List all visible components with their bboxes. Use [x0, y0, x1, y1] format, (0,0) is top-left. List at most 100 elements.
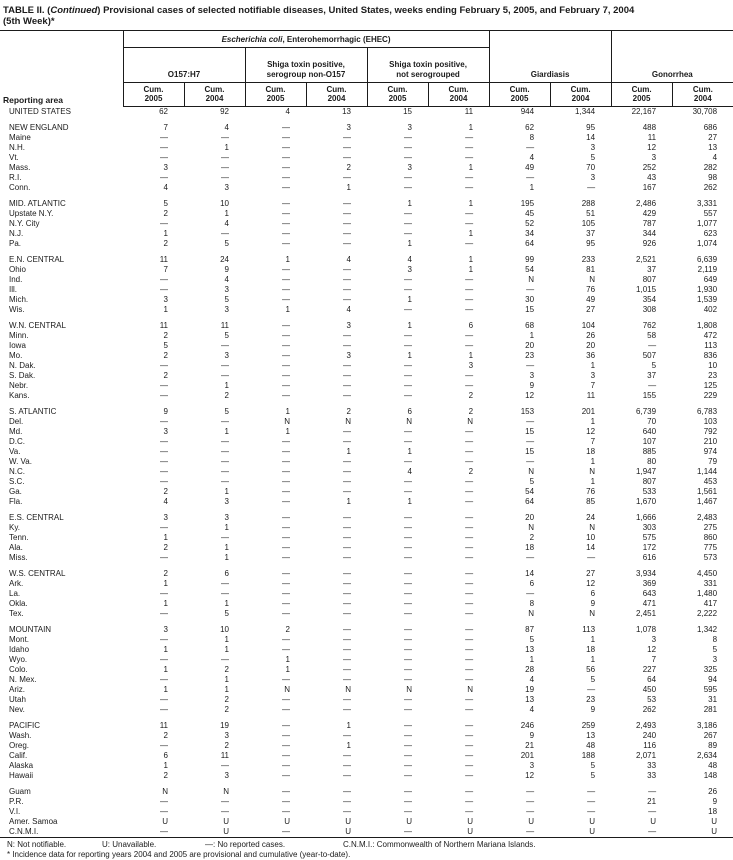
cum-header-cell: Cum. 2004	[671, 82, 733, 107]
value-cell: 113	[704, 341, 718, 350]
reporting-area-cell: MID. ATLANTIC	[9, 199, 66, 208]
value-cell: 167	[642, 183, 657, 192]
value-cell: —	[489, 827, 551, 838]
value-cell: U	[550, 827, 612, 838]
o157-group-header: O157:H7	[122, 47, 245, 83]
value-cell: —	[282, 209, 290, 218]
footnote-u: U: Unavailable.	[102, 840, 157, 849]
value-cell: 1	[346, 497, 351, 506]
value-cell: 103	[703, 417, 718, 426]
value-cell: —	[465, 599, 474, 608]
value-cell: —	[465, 761, 474, 770]
reporting-area-cell: Okla.	[9, 599, 28, 608]
value-cell: 3	[529, 371, 535, 380]
value-cell: 325	[703, 665, 718, 674]
shiga-non-o157-line1: Shiga toxin positive,	[267, 60, 345, 69]
value-cell: 20	[525, 341, 535, 350]
reporting-area-cell: Ark.	[9, 579, 24, 588]
value-cell: —	[404, 741, 412, 750]
value-cell: 5	[224, 239, 229, 248]
value-cell: —	[404, 487, 412, 496]
value-cell: 23	[586, 695, 596, 704]
value-cell: 1	[407, 295, 412, 304]
reporting-area-cell: Colo.	[9, 665, 28, 674]
value-cell: —	[404, 275, 412, 284]
value-cell: —	[465, 487, 474, 496]
value-cell: —	[343, 229, 351, 238]
value-cell: —	[160, 675, 168, 684]
value-cell: 3	[407, 163, 412, 172]
value-cell: —	[404, 133, 412, 142]
value-cell: 2	[468, 391, 474, 400]
reporting-area-cell: Mo.	[9, 351, 23, 360]
value-cell: 3,934	[636, 569, 657, 578]
table-row: N. Mex. — 1 — — — — 4 5 64 94	[0, 675, 733, 685]
value-cell: 62	[525, 123, 535, 132]
value-cell: —	[465, 731, 474, 740]
table-row: R.I. — — — — — — — 3 43 98	[0, 173, 733, 183]
value-cell: —	[343, 143, 351, 152]
value-cell: —	[404, 761, 412, 770]
value-cell: 13	[708, 143, 718, 152]
value-cell: 172	[642, 543, 657, 552]
value-cell: 3	[163, 513, 168, 522]
value-cell: 1,947	[636, 467, 657, 476]
value-cell: —	[343, 361, 351, 370]
value-cell: —	[221, 173, 229, 182]
value-cell: U	[284, 817, 290, 826]
value-cell: 5	[590, 771, 596, 780]
table-row: C.N.M.I. — U — U — U — U — U	[0, 827, 733, 838]
value-cell: 23	[525, 351, 535, 360]
value-cell: —	[465, 741, 474, 750]
value-cell: 262	[642, 705, 657, 714]
value-cell: 95	[586, 239, 596, 248]
value-cell: 27	[586, 305, 596, 314]
value-cell: —	[465, 331, 474, 340]
value-cell: 649	[703, 275, 718, 284]
value-cell: —	[465, 371, 474, 380]
value-cell: —	[587, 183, 596, 192]
value-cell: 1,077	[697, 219, 718, 228]
value-cell: —	[343, 665, 351, 674]
value-cell: 1	[468, 255, 474, 264]
value-cell: 2	[468, 407, 474, 416]
value-cell: 1,344	[575, 107, 596, 116]
value-cell: —	[404, 731, 412, 740]
value-cell: 9	[590, 599, 596, 608]
value-cell: 26	[708, 787, 718, 796]
value-cell: —	[465, 457, 474, 466]
value-cell: N	[589, 609, 596, 618]
value-cell: 3	[407, 265, 412, 274]
value-cell: —	[343, 523, 351, 532]
value-cell: 155	[642, 391, 657, 400]
value-cell: —	[404, 391, 412, 400]
cum-header-cell: Cum. 2005	[610, 82, 673, 107]
value-cell: —	[343, 285, 351, 294]
value-cell: —	[465, 533, 474, 542]
value-cell: 6,783	[697, 407, 718, 416]
value-cell: 7	[590, 437, 596, 446]
value-cell: —	[404, 341, 412, 350]
value-cell: 1,808	[697, 321, 718, 330]
value-cell: 573	[703, 553, 718, 562]
value-cell: —	[221, 341, 229, 350]
value-cell: 5	[590, 761, 596, 770]
value-cell: —	[343, 133, 351, 142]
value-cell: —	[282, 771, 290, 780]
cum-header-cell: Cum. 2005	[122, 82, 184, 107]
value-cell: —	[221, 761, 229, 770]
value-cell: 2,222	[697, 609, 718, 618]
value-cell: —	[404, 609, 412, 618]
title-continued: Continued	[50, 5, 98, 16]
reporting-area-cell: Wash.	[9, 731, 32, 740]
value-cell: —	[465, 635, 474, 644]
table-row: Del. — — N N N N — 1 70 103	[0, 417, 733, 427]
value-cell: 3	[224, 771, 229, 780]
table-row: Ind. — 4 — — — — N N 807 649	[0, 275, 733, 285]
value-cell: 148	[703, 771, 718, 780]
value-cell: 450	[642, 685, 657, 694]
value-cell: —	[404, 655, 412, 664]
value-cell: 453	[703, 477, 718, 486]
value-cell: 1	[590, 655, 596, 664]
value-cell: 2	[346, 407, 351, 416]
